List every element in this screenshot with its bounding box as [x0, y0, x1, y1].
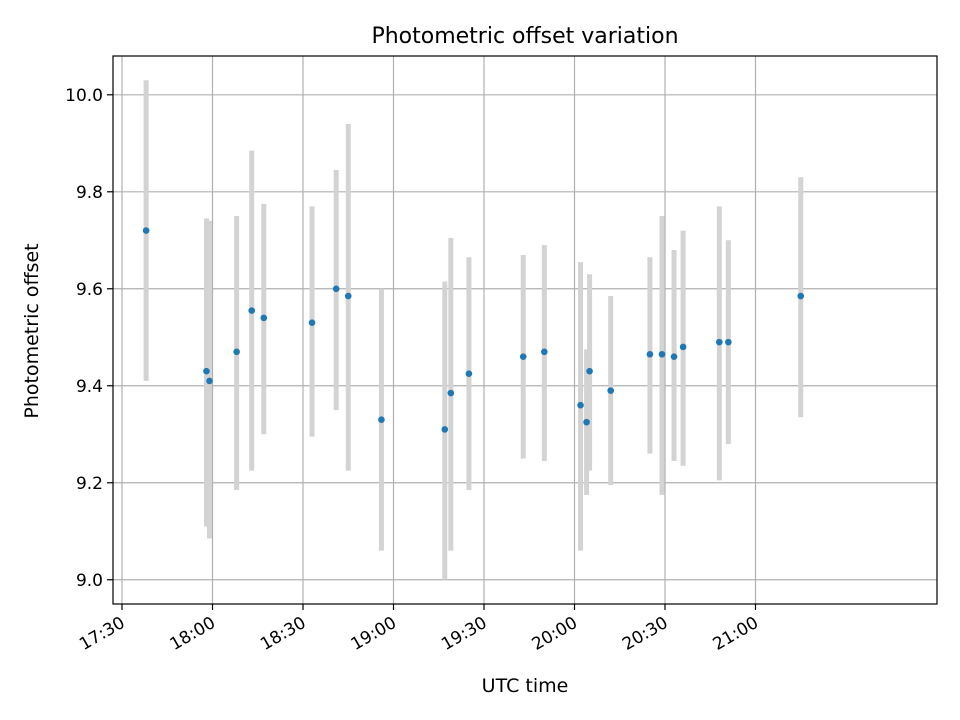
data-point [586, 367, 593, 375]
data-point [679, 343, 687, 351]
chart-title: Photometric offset variation [371, 24, 678, 49]
y-tick-label: 9.4 [76, 377, 103, 397]
data-point [646, 350, 654, 358]
data-point [670, 353, 678, 360]
data-point [607, 387, 614, 394]
data-point [441, 426, 449, 433]
data-point [260, 314, 268, 322]
data-point [203, 367, 210, 375]
y-tick-label: 9.6 [76, 280, 103, 300]
data-point [142, 227, 150, 234]
data-point [541, 348, 548, 356]
y-tick-label: 9.8 [76, 183, 103, 203]
data-point [344, 292, 352, 300]
y-tick-label: 10.0 [65, 86, 103, 106]
data-point [332, 285, 340, 293]
data-point [797, 292, 805, 300]
data-point [308, 319, 316, 327]
y-axis-label: Photometric offset [21, 243, 43, 418]
data-point [233, 348, 240, 356]
x-axis-label: UTC time [482, 675, 569, 697]
data-point [725, 338, 732, 346]
data-point [465, 370, 473, 377]
y-axis-ticks: 9.0 9.2 9.4 9.6 9.8 10.0 [65, 86, 113, 591]
data-points [142, 227, 805, 433]
data-point [447, 389, 455, 397]
data-point [248, 307, 256, 314]
data-point [716, 338, 723, 346]
data-point [658, 350, 666, 358]
data-point [206, 377, 213, 385]
axes-frame [112, 55, 938, 605]
y-tick-label: 9.2 [76, 474, 103, 494]
data-point [519, 353, 527, 360]
y-tick-label: 9.0 [76, 571, 103, 591]
data-point [378, 416, 385, 424]
data-point [577, 401, 584, 409]
data-point [583, 418, 590, 426]
